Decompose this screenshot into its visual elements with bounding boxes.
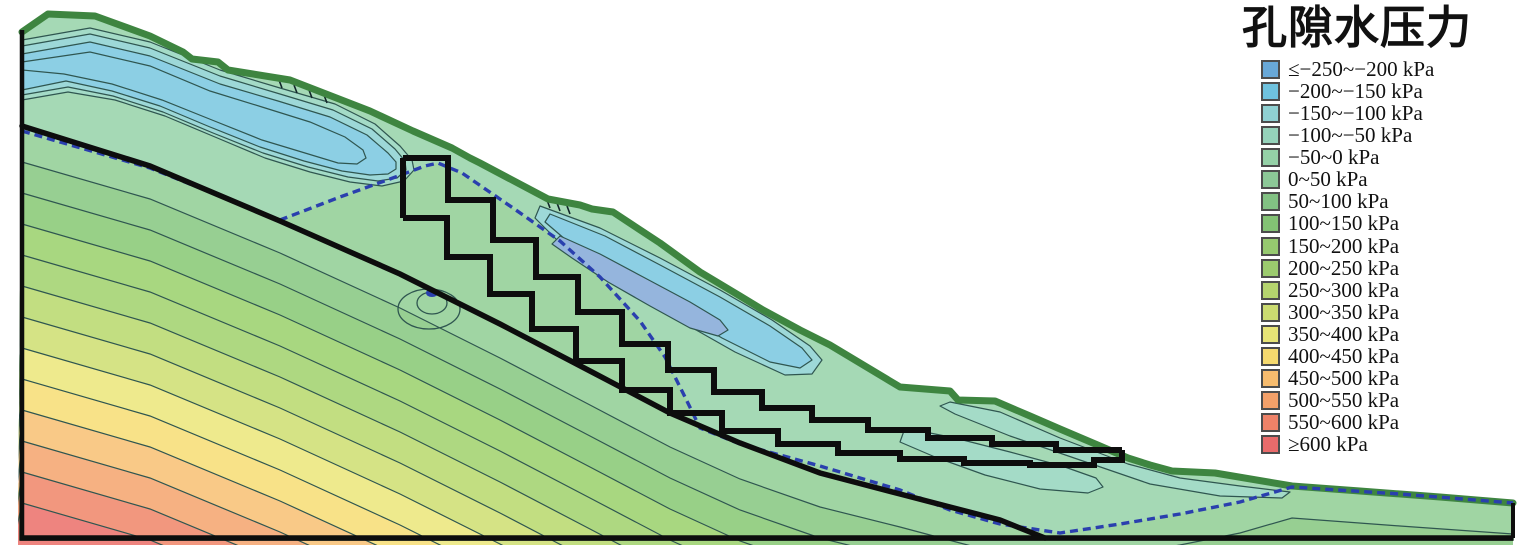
surface-tick — [883, 325, 888, 335]
lens-midslope-peak — [551, 235, 729, 337]
stepped-structure-outline — [400, 155, 1125, 468]
band-300-350 — [18, 316, 1513, 545]
legend-label: −200~−150 kPa — [1288, 78, 1423, 103]
legend-label: ≤−250~−200 kPa — [1288, 56, 1435, 81]
legend-swatch — [1261, 280, 1280, 300]
legend-row: ≤−250~−200 kPa — [1261, 58, 1534, 80]
legend-swatch — [1261, 236, 1280, 256]
legend-row: −150~−100 kPa — [1261, 102, 1534, 124]
stepped-structure-lower-edge — [403, 215, 1125, 468]
stepped-structure-upper-edge — [403, 155, 1122, 453]
legend-swatch — [1261, 413, 1280, 433]
legend-row: 200~250 kPa — [1261, 257, 1534, 279]
legend-row: 500~550 kPa — [1261, 390, 1534, 412]
surface-tick — [863, 317, 868, 327]
legend-row: 400~450 kPa — [1261, 345, 1534, 367]
surface-tick — [308, 89, 313, 99]
legend-row: 300~350 kPa — [1261, 301, 1534, 323]
legend-row: 350~400 kPa — [1261, 323, 1534, 345]
legend: 孔隙水压力 ≤−250~−200 kPa −200~−150 kPa −150~−1… — [1242, 4, 1534, 456]
legend-swatch — [1261, 258, 1280, 278]
legend-swatch — [1261, 369, 1280, 389]
legend-label: 200~250 kPa — [1288, 255, 1400, 280]
surface-tick — [293, 84, 298, 94]
legend-row: 50~100 kPa — [1261, 191, 1534, 213]
legend-label: −100~−50 kPa — [1288, 123, 1413, 148]
legend-row: 250~300 kPa — [1261, 279, 1534, 301]
legend-swatch — [1261, 192, 1280, 212]
legend-label: 50~100 kPa — [1288, 189, 1389, 214]
legend-label: ≥600 kPa — [1288, 432, 1368, 457]
ground-surface-line — [18, 10, 1517, 507]
legend-swatch — [1261, 81, 1280, 101]
band-350-400 — [18, 347, 1513, 545]
legend-title: 孔隙水压力 — [1242, 1, 1473, 54]
legend-swatch — [1261, 59, 1280, 79]
legend-row: 0~50 kPa — [1261, 169, 1534, 191]
legend-row: 550~600 kPa — [1261, 412, 1534, 434]
legend-row: ≥600 kPa — [1261, 434, 1534, 456]
legend-label: 500~550 kPa — [1288, 388, 1400, 413]
surface-tick — [566, 205, 571, 215]
legend-swatch — [1261, 324, 1280, 344]
legend-swatch — [1261, 302, 1280, 322]
legend-label: −150~−100 kPa — [1288, 100, 1423, 125]
right-surface-suction-band — [939, 401, 1291, 499]
flat-area-contour-loop — [1341, 472, 1395, 488]
legend-rows: ≤−250~−200 kPa −200~−150 kPa −150~−100 kPa… — [1261, 58, 1534, 456]
legend-label: 150~200 kPa — [1288, 233, 1400, 258]
legend-swatch — [1261, 103, 1280, 123]
legend-swatch — [1261, 391, 1280, 411]
legend-swatch — [1261, 347, 1280, 367]
band-250-300 — [18, 285, 1513, 545]
legend-label: 400~450 kPa — [1288, 344, 1400, 369]
legend-swatch — [1261, 126, 1280, 146]
legend-label: 100~150 kPa — [1288, 211, 1400, 236]
legend-row: −100~−50 kPa — [1261, 125, 1534, 147]
legend-swatch — [1261, 170, 1280, 190]
legend-row: 450~500 kPa — [1261, 368, 1534, 390]
legend-label: 550~600 kPa — [1288, 410, 1400, 435]
section-borders — [19, 30, 1515, 541]
lens-topleft-inner-ring — [21, 51, 367, 165]
legend-swatch — [1261, 435, 1280, 455]
legend-label: 250~300 kPa — [1288, 277, 1400, 302]
lens-topleft-minus200 — [21, 41, 397, 176]
legend-label: 0~50 kPa — [1288, 167, 1368, 192]
legend-row: −200~−150 kPa — [1261, 80, 1534, 102]
legend-label: 300~350 kPa — [1288, 299, 1400, 324]
legend-swatch — [1261, 148, 1280, 168]
surface-tick — [873, 321, 878, 331]
legend-swatch — [1261, 214, 1280, 234]
legend-row: 150~200 kPa — [1261, 235, 1534, 257]
legend-label: 350~400 kPa — [1288, 321, 1400, 346]
legend-label: −50~0 kPa — [1288, 145, 1380, 170]
band-200-250 — [18, 254, 1513, 545]
legend-label: 450~500 kPa — [1288, 366, 1400, 391]
legend-row: 100~150 kPa — [1261, 213, 1534, 235]
legend-row: −50~0 kPa — [1261, 147, 1534, 169]
